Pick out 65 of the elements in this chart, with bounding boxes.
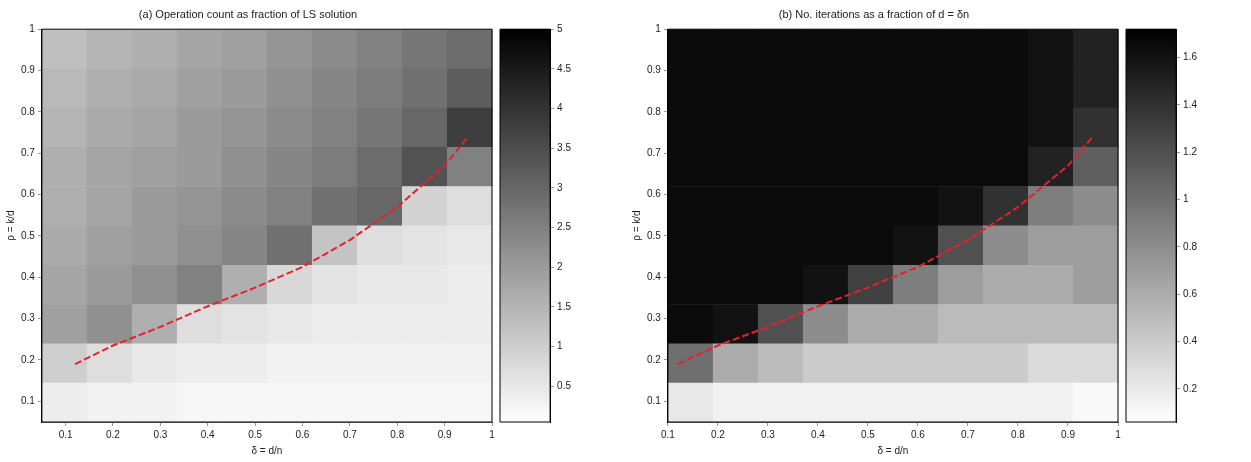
x-tick-label: 0.7 — [342, 428, 358, 440]
x-tick-label: 0.7 — [961, 428, 976, 440]
y-tick-label: 0.5 — [21, 229, 36, 241]
color-bar-label: 0.8 — [1183, 240, 1198, 252]
y-tick-label: 1 — [29, 22, 36, 34]
color-bar-label: 2 — [557, 261, 564, 273]
y-tick-label: 0.4 — [21, 271, 36, 283]
x-tick-label: 0.4 — [810, 428, 826, 440]
x-tick-label: 0.1 — [660, 428, 676, 440]
x-tick-label: 0.6 — [911, 428, 926, 440]
chart-title: (b) No. iterations as a fraction of d = δn — [778, 7, 970, 20]
color-bar-label: 1.6 — [1183, 51, 1198, 63]
x-tick-label: 0.3 — [760, 428, 776, 440]
y-tick-label: 0.6 — [647, 188, 662, 200]
color-bar-label: 1 — [1183, 193, 1190, 205]
y-tick-label: 1 — [655, 22, 662, 34]
color-bar-label: 0.4 — [1183, 335, 1198, 347]
color-bar-label: 0.2 — [1183, 382, 1198, 394]
y-tick-label: 0.8 — [647, 105, 662, 117]
x-tick-label: 1 — [489, 428, 496, 440]
x-tick-label: 0.6 — [295, 428, 310, 440]
x-tick-label: 0.8 — [1011, 428, 1026, 440]
chart-title: (a) Operation count as fraction of LS solution — [138, 7, 358, 20]
y-tick-label: 0.2 — [21, 353, 36, 365]
y-tick-label: 0.3 — [21, 312, 36, 324]
y-tick-label: 0.9 — [21, 64, 36, 76]
y-tick-label: 0.3 — [647, 312, 662, 324]
y-tick-label: 0.8 — [21, 105, 36, 117]
color-bar-label: 5 — [557, 22, 564, 34]
x-tick-label: 0.2 — [710, 428, 726, 440]
color-bar-label: 0.5 — [557, 380, 572, 392]
y-tick-label: 0.2 — [647, 353, 662, 365]
x-tick-label: 0.2 — [106, 428, 121, 440]
color-bar-label: 0.6 — [1183, 287, 1198, 299]
y-tick-label: 0.7 — [647, 146, 662, 158]
y-tick-label: 0.5 — [647, 229, 662, 241]
x-tick-label: 0.4 — [200, 428, 216, 440]
y-axis-title: ρ = k/d — [630, 210, 642, 241]
y-tick-label: 0.6 — [21, 188, 36, 200]
line-series — [676, 135, 1094, 366]
color-bar-label: 1 — [557, 340, 564, 352]
x-tick-label: 0.9 — [437, 428, 453, 440]
x-tick-label: 0.5 — [248, 428, 263, 440]
y-axis-title: ρ = k/d — [4, 210, 16, 241]
color-bar-label: 4.5 — [557, 62, 572, 74]
y-tick-label: 0.7 — [21, 146, 36, 158]
x-tick-label: 0.5 — [860, 428, 876, 440]
y-tick-label: 0.1 — [647, 395, 662, 407]
x-axis-title: δ = d/n — [877, 444, 909, 456]
y-tick-label: 0.9 — [647, 64, 662, 76]
y-tick-label: 0.4 — [647, 271, 662, 283]
color-bar-label: 2.5 — [557, 221, 572, 233]
color-bar-label: 1.2 — [1183, 146, 1198, 157]
color-bar-label: 1.4 — [1183, 98, 1198, 110]
color-bar-label: 4 — [557, 102, 564, 114]
x-tick-label: 0.3 — [153, 428, 168, 440]
x-tick-label: 0.8 — [390, 428, 405, 440]
x-tick-label: 0.1 — [58, 428, 73, 440]
y-tick-label: 0.1 — [21, 395, 36, 407]
x-axis-title: δ = d/n — [251, 444, 283, 456]
x-tick-label: 0.9 — [1061, 428, 1076, 440]
color-bar-label: 1.5 — [557, 300, 572, 312]
color-bar-label: 3.5 — [557, 141, 572, 153]
color-bar-label: 3 — [557, 181, 564, 193]
x-tick-label: 1 — [1115, 428, 1122, 440]
